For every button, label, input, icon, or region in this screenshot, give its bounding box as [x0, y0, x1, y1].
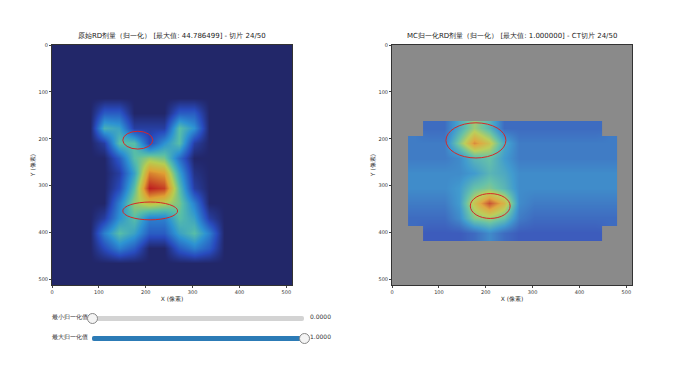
svg-text:0: 0: [45, 42, 48, 48]
svg-text:300: 300: [528, 289, 538, 295]
html-text:最小归一化值: 最小归一化值: [52, 313, 88, 320]
svg-text:300: 300: [188, 289, 198, 295]
svg-text:200: 200: [481, 289, 491, 295]
svg-text:500: 500: [38, 276, 48, 282]
svg-text:Y (像素): Y (像素): [369, 154, 376, 177]
html-text:最大归一化值: 最大归一化值: [52, 333, 88, 340]
svg-text:X (像素): X (像素): [161, 295, 184, 302]
svg-text:100: 100: [38, 89, 48, 95]
svg-text:0: 0: [385, 42, 388, 48]
svg-text:Y (像素): Y (像素): [29, 154, 36, 177]
svg-text:原始RD剂量（归一化） [最大值: 44.786499] -: 原始RD剂量（归一化） [最大值: 44.786499] - 切片 24/50: [78, 32, 266, 40]
svg-text:200: 200: [378, 136, 388, 142]
svg-text:300: 300: [38, 182, 48, 188]
svg-text:0: 0: [50, 289, 53, 295]
svg-text:400: 400: [378, 229, 388, 235]
svg-text:400: 400: [235, 289, 245, 295]
svg-text:100: 100: [94, 289, 104, 295]
svg-text:400: 400: [38, 229, 48, 235]
svg-text:500: 500: [282, 289, 292, 295]
svg-text:MC归一化RD剂量（归一化） [最大值: 1.000000]: MC归一化RD剂量（归一化） [最大值: 1.000000] - CT切片 24…: [407, 32, 617, 40]
svg-text:300: 300: [378, 182, 388, 188]
svg-text:X (像素): X (像素): [501, 295, 524, 302]
svg-text:0: 0: [390, 289, 393, 295]
svg-text:400: 400: [575, 289, 585, 295]
html-text:1.0000: 1.0000: [310, 333, 331, 340]
svg-text:100: 100: [378, 89, 388, 95]
html-text:0.0000: 0.0000: [310, 313, 331, 320]
svg-text:200: 200: [38, 136, 48, 142]
svg-text:500: 500: [622, 289, 632, 295]
svg-text:200: 200: [141, 289, 151, 295]
svg-text:100: 100: [434, 289, 444, 295]
svg-text:500: 500: [378, 276, 388, 282]
